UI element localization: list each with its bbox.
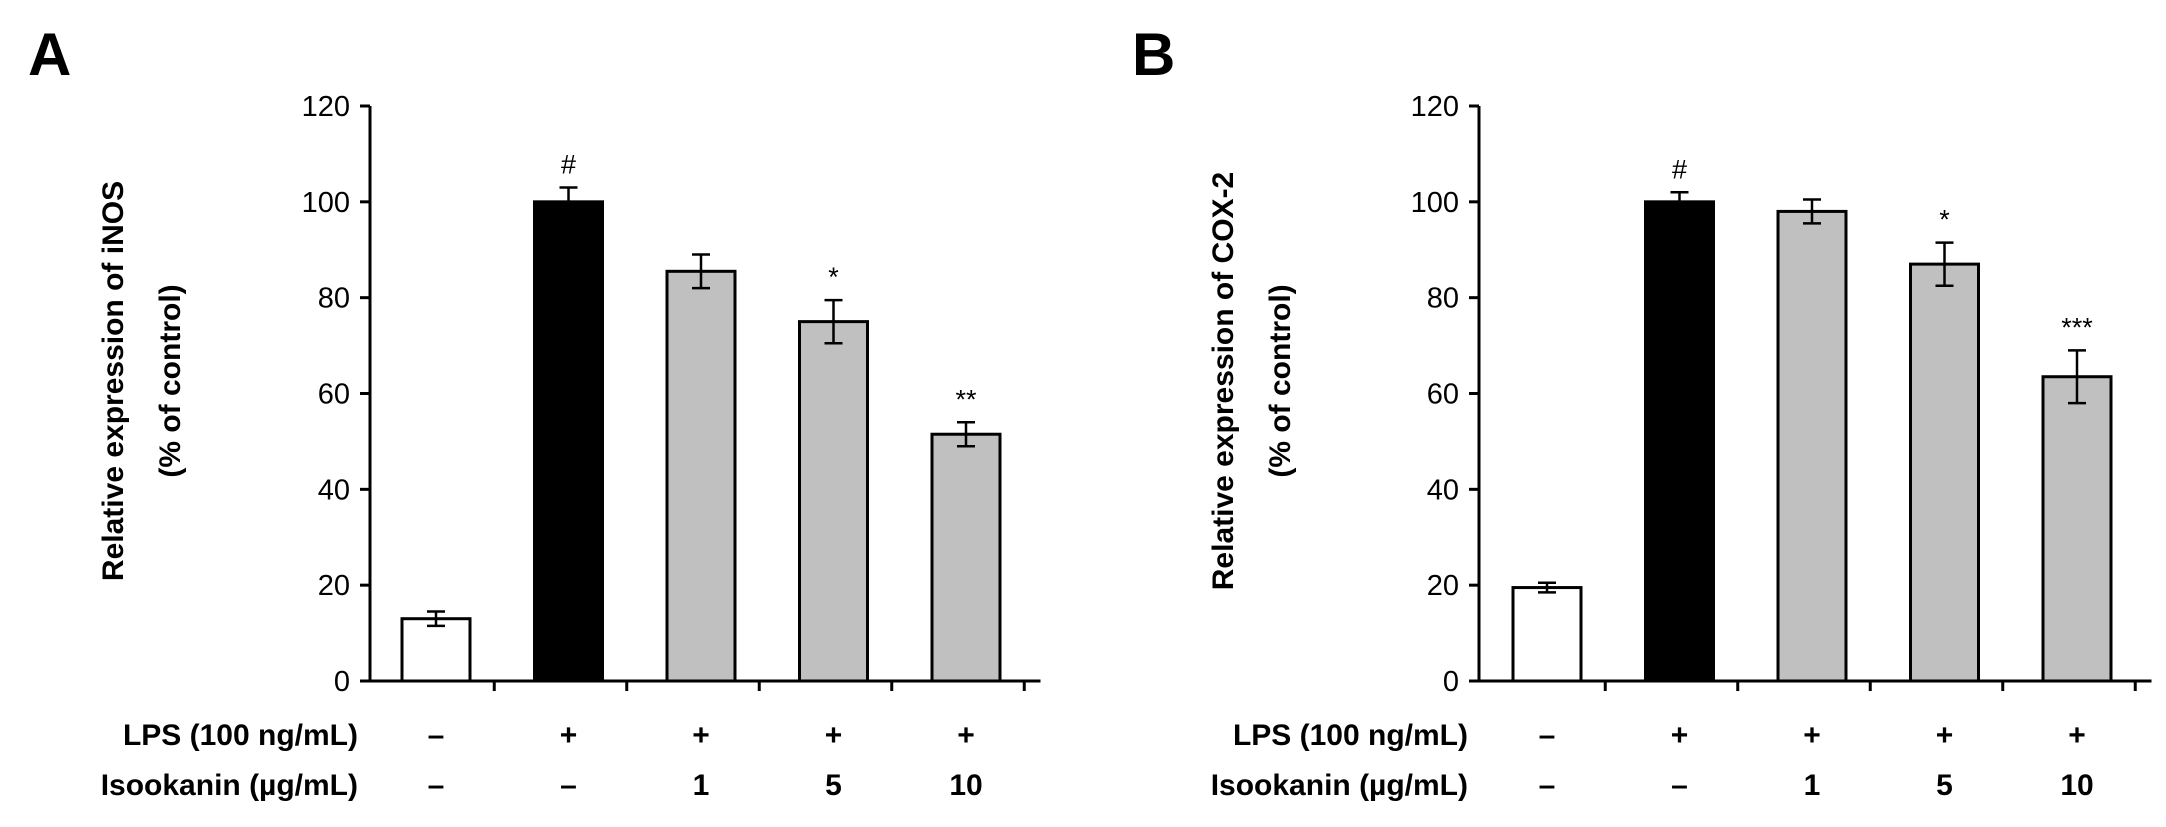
panel-b-bar <box>1644 200 1715 683</box>
panel-a-ytick-label: 20 <box>318 570 350 602</box>
panel-a-lps-value: – <box>428 719 445 752</box>
panel-b-lps-value: + <box>1671 719 1689 752</box>
panel-b-isookanin-value: – <box>1671 769 1688 802</box>
panel-b-ytick-label: 60 <box>1427 379 1459 411</box>
panel-b-lps-value: + <box>1803 719 1821 752</box>
panel-b-row-label-isookanin: Isookanin (µg/mL) <box>1211 769 1468 802</box>
panel-b-ytick-label: 100 <box>1411 187 1459 219</box>
panel-a-lps-value: + <box>957 719 975 752</box>
panel-a-bar <box>798 320 869 683</box>
panel-a-isookanin-value: 10 <box>949 769 982 802</box>
panel-b-significance-label: # <box>1672 154 1687 184</box>
panel-a-ytick-label: 120 <box>302 91 350 123</box>
panel-b-bar <box>2041 375 2113 683</box>
panel-b-bar <box>1776 209 1848 683</box>
panel-a-lps-value: + <box>825 719 843 752</box>
panel-a-ytick-label: 40 <box>318 474 350 506</box>
panel-a-row-label-lps: LPS (100 ng/mL) <box>123 719 358 752</box>
panel-a-ytick-label: 60 <box>318 379 350 411</box>
panel-b-ytick-label: 120 <box>1411 91 1459 123</box>
panel-b-significance-label: * <box>1939 205 1950 235</box>
panel-b-isookanin-value: – <box>1539 769 1556 802</box>
panel-b-ytick-label: 40 <box>1427 474 1459 506</box>
panel-b-lps-value: – <box>1539 719 1556 752</box>
panel-a-significance-label: ** <box>955 384 977 414</box>
panel-a-bar <box>665 269 737 683</box>
panel-b-ytick-label: 20 <box>1427 570 1459 602</box>
panel-b-letter: B <box>1132 21 1175 88</box>
panel-a-isookanin-value: – <box>560 769 577 802</box>
panel-a-letter: A <box>28 21 71 88</box>
panel-a-bar <box>533 200 604 683</box>
panel-a-ytick-label: 100 <box>302 187 350 219</box>
panel-a-bar <box>930 432 1002 683</box>
panel-b-ylabel-line1: Relative expression of COX-2 <box>1207 172 1240 590</box>
panel-a-ytick-label: 0 <box>334 666 350 698</box>
panel-a-ylabel-line1: Relative expression of iNOS <box>97 181 130 581</box>
panel-a-row-label-isookanin: Isookanin (µg/mL) <box>101 769 358 802</box>
panel-a-significance-label: # <box>561 149 576 179</box>
panel-b-isookanin-value: 10 <box>2060 769 2093 802</box>
panel-a-isookanin-value: – <box>428 769 445 802</box>
panel-a-lps-value: + <box>560 719 578 752</box>
panel-b-lps-value: + <box>2068 719 2086 752</box>
panel-b-lps-value: + <box>1936 719 1954 752</box>
panel-a-significance-label: * <box>828 262 839 292</box>
panel-a-isookanin-value: 5 <box>825 769 842 802</box>
panel-b-isookanin-value: 1 <box>1804 769 1821 802</box>
panel-a-lps-value: + <box>692 719 710 752</box>
panel-b-significance-label: *** <box>2061 312 2093 342</box>
panel-b-isookanin-value: 5 <box>1936 769 1953 802</box>
panel-b-ylabel-line2: (% of control) <box>1264 284 1297 477</box>
panel-a-isookanin-value: 1 <box>693 769 710 802</box>
panel-b-row-label-lps: LPS (100 ng/mL) <box>1233 719 1468 752</box>
panel-b-bar <box>1909 262 1980 683</box>
panel-b-ytick-label: 0 <box>1443 666 1459 698</box>
panel-b-bar <box>1511 586 1583 683</box>
panel-a-ylabel-line2: (% of control) <box>154 284 187 477</box>
panel-b-ytick-label: 80 <box>1427 283 1459 315</box>
panel-a-bar <box>400 617 472 683</box>
panel-a-ytick-label: 80 <box>318 283 350 315</box>
